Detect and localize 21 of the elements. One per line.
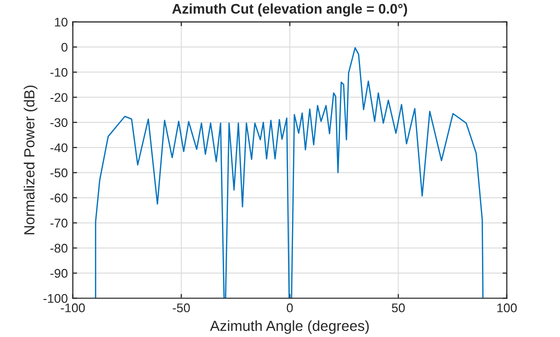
- chart-title: Azimuth Cut (elevation angle = 0.0°): [172, 4, 408, 17]
- y-tick-label: -50: [50, 168, 68, 178]
- y-tick-label: -60: [50, 194, 68, 202]
- y-tick-label: -100: [43, 294, 68, 303]
- line-series: [94, 47, 484, 298]
- y-tick-label: 0: [61, 42, 68, 52]
- y-axis-title: Normalized Power (dB): [24, 86, 38, 234]
- y-tick-label: -10: [50, 68, 68, 77]
- y-tick-label: -70: [50, 218, 68, 228]
- y-tick-label: -30: [50, 118, 68, 128]
- x-tick-label: -100: [60, 303, 85, 312]
- y-tick-label: -20: [50, 93, 68, 102]
- x-axis-title: Azimuth Angle (degrees): [210, 320, 369, 334]
- y-tick-label: -90: [50, 268, 68, 278]
- y-tick-label: -80: [50, 244, 68, 253]
- x-tick-label: 0: [286, 303, 293, 312]
- y-tick-label: 10: [54, 18, 68, 27]
- x-tick-label: 100: [497, 303, 517, 312]
- x-tick-label: -50: [172, 303, 190, 312]
- y-tick-label: -40: [50, 143, 68, 152]
- x-tick-label: 50: [392, 303, 405, 312]
